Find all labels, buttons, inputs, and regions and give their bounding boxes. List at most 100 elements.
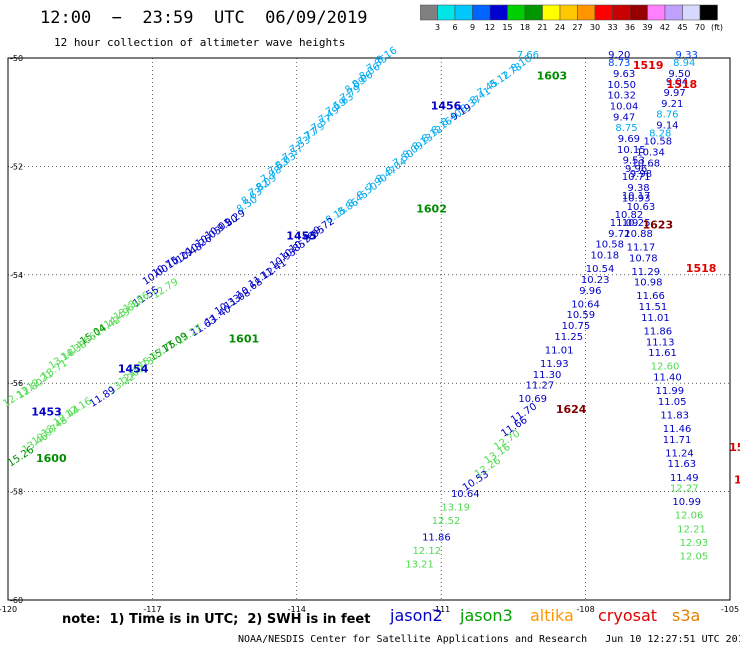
wave-height-label: 9.69 (618, 134, 640, 145)
wave-height-label: 8.94 (673, 58, 695, 69)
wave-height-label: 10.50 (607, 80, 636, 91)
wave-height-label: 8.28 (649, 129, 671, 140)
wave-height-label: 9.53 (623, 156, 645, 167)
wave-height-label: 11.40 (653, 372, 682, 383)
pass-time-label: 1454 (118, 362, 149, 375)
pass-time-label: 1516 (734, 473, 740, 486)
wave-height-label: 10.69 (518, 394, 547, 405)
wave-height-label: 12.93 (680, 538, 709, 549)
y-tick-label: -58 (10, 488, 23, 497)
wave-height-label: 11.29 (631, 267, 660, 278)
credit-line: NOAA/NESDIS Center for Satellite Applica… (238, 634, 740, 645)
wave-height-label: 11.71 (663, 435, 692, 446)
satellite-name-altika: altika (530, 606, 574, 625)
legend-label: 18 (520, 23, 530, 32)
map-frame (7, 57, 731, 601)
wave-height-label: 9.72 (608, 229, 630, 240)
wave-height-label: 13.19 (441, 503, 470, 514)
wave-height-label: 13.21 (405, 559, 434, 570)
y-tick-label: -56 (10, 379, 23, 388)
wave-height-label: 8.73 (608, 58, 630, 69)
wave-height-label: 10.15 (617, 145, 646, 156)
wave-height-label: 12.52 (432, 516, 461, 527)
wave-height-label: 12.27 (670, 484, 699, 495)
satellite-name-jason3: jason3 (460, 606, 513, 625)
legend-label: 42 (660, 23, 670, 32)
x-tick-label: -114 (288, 605, 306, 614)
wave-height-label: 10.23 (581, 275, 610, 286)
y-tick-label: -52 (10, 162, 23, 171)
wave-height-label: 11.83 (660, 410, 689, 421)
pass-time-label: 1519 (633, 59, 664, 72)
wave-height-label: 10.64 (451, 489, 480, 500)
pass-time-label: 1518 (686, 262, 717, 275)
wave-height-label: 12.12 (412, 546, 441, 557)
wave-height-label: 9.97 (664, 88, 686, 99)
map-subtitle: 12 hour collection of altimeter wave hei… (54, 36, 346, 49)
wave-height-label: 11.46 (663, 424, 692, 435)
wave-height-label: 11.86 (422, 532, 451, 543)
legend-unit: (ft) (711, 23, 723, 32)
legend-label: 6 (452, 23, 457, 32)
y-tick-label: -60 (10, 596, 23, 605)
pass-time-label: 1456 (431, 99, 462, 112)
legend-label: 9 (470, 23, 475, 32)
pass-time-label: 1517 (729, 441, 740, 454)
satellite-name-cryosat: cryosat (598, 606, 658, 625)
wave-height-label: 11.01 (545, 345, 574, 356)
wave-height-label: 10.34 (636, 148, 665, 159)
wave-height-label: 11.27 (526, 381, 555, 392)
wave-height-label: 10.32 (607, 91, 636, 102)
wave-height-label: 9.63 (613, 69, 635, 80)
color-scale-legend: 3 6 9 12 15 18 21 24 27 30 33 36 39 42 45 70 (ft) (420, 4, 723, 32)
pass-time-label: 1453 (31, 406, 62, 419)
wave-height-label: 8.76 (656, 110, 678, 121)
wave-height-label: 10.71 (622, 172, 651, 183)
wave-height-label: 11.49 (670, 473, 699, 484)
wave-height-label: 9.96 (579, 286, 601, 297)
x-tick-label: -120 (0, 605, 17, 614)
legend-swatch (699, 4, 718, 21)
wave-height-label: 9.14 (656, 120, 678, 131)
legend-label: 12 (485, 23, 495, 32)
wave-height-label: 11.13 (646, 337, 675, 348)
wave-height-label: 10.68 (631, 158, 660, 169)
wave-height-label: 9.47 (613, 112, 635, 123)
wave-height-label: 11.05 (658, 397, 687, 408)
wave-height-label: 10.88 (624, 229, 653, 240)
wave-height-label: 11.24 (665, 448, 694, 459)
y-tick-label: -50 (10, 54, 23, 63)
legend-label: 36 (625, 23, 635, 32)
legend-label: 3 (435, 23, 440, 32)
wave-height-label: 12.21 (677, 524, 706, 535)
wave-height-label: 10.25 (622, 218, 651, 229)
pass-time-label: 1601 (229, 333, 260, 346)
wave-height-label: 9.50 (668, 69, 690, 80)
wave-height-label: 11.89 (88, 385, 118, 410)
legend-label: 33 (607, 23, 617, 32)
pass-time-label: 1518 (667, 78, 698, 91)
wave-height-label: 11.51 (639, 302, 668, 313)
wave-height-label: 11.17 (627, 242, 656, 253)
wave-height-label: 9.33 (676, 50, 698, 61)
pass-time-label: 1600 (36, 452, 67, 465)
wave-height-label: 10.59 (566, 310, 595, 321)
pass-time-label: 1624 (556, 403, 587, 416)
map-title: 12:00 − 23:59 UTC 06/09/2019 (40, 8, 368, 28)
wave-height-label: 11.93 (540, 359, 569, 370)
legend-label: 27 (572, 23, 582, 32)
wave-height-label: 10.75 (562, 321, 591, 332)
wave-height-label: 9.04 (666, 77, 688, 88)
wave-height-label: 10.58 (595, 240, 624, 251)
wave-height-label: 11.86 (643, 326, 672, 337)
x-tick-label: -105 (721, 605, 739, 614)
pass-time-label: 1603 (537, 70, 568, 83)
legend-label: 24 (555, 23, 565, 32)
y-tick-label: -54 (10, 271, 23, 280)
wave-height-label: 11.25 (554, 332, 583, 343)
wave-height-label: 9.38 (627, 183, 649, 194)
x-tick-label: -111 (432, 605, 450, 614)
wave-height-label: 12.60 (651, 362, 680, 373)
